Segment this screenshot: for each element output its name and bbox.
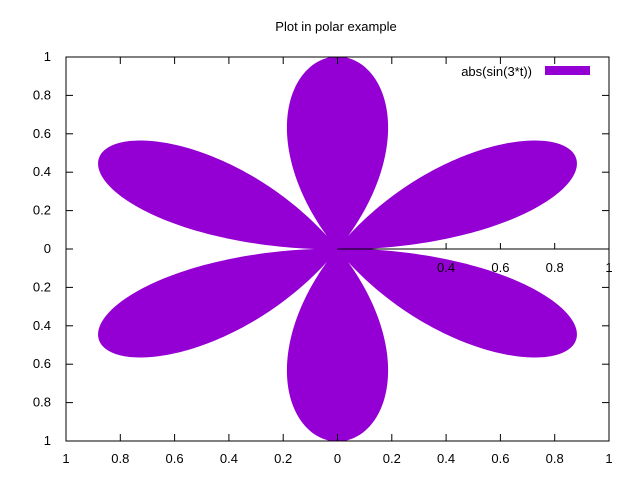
y-tick-label: 0.2	[33, 203, 51, 218]
x-tick-label: 0.8	[546, 451, 564, 466]
y-tick-label: 1	[44, 433, 51, 448]
x-tick-labels: 1 0.8 0.6 0.4 0.2 0 0.2 0.4 0.6 0.8 1	[62, 451, 612, 466]
legend: abs(sin(3*t))	[461, 64, 590, 79]
y-tick-label: 0.2	[33, 279, 51, 294]
y-tick-label: 0.8	[33, 395, 51, 410]
y-tick-label: 0.6	[33, 126, 51, 141]
center-axis-tick-label: 0.6	[491, 260, 509, 275]
x-tick-label: 1	[62, 451, 69, 466]
chart-title: Plot in polar example	[275, 19, 396, 34]
x-tick-label: 1	[605, 451, 612, 466]
legend-label: abs(sin(3*t))	[461, 64, 532, 79]
y-tick-label: 0.4	[33, 164, 51, 179]
x-tick-label: 0	[334, 451, 341, 466]
x-tick-label: 0.6	[166, 451, 184, 466]
y-tick-label: 0.8	[33, 87, 51, 102]
x-tick-label: 0.2	[274, 451, 292, 466]
y-tick-label: 1	[44, 49, 51, 64]
tick-marks	[65, 56, 610, 442]
center-axis-tick-label: 0.8	[546, 260, 564, 275]
y-tick-labels: 1 0.8 0.6 0.4 0.2 0 0.2 0.4 0.6 0.8 1	[33, 49, 51, 448]
legend-swatch	[545, 66, 590, 75]
center-axis-tick-label: 1	[605, 260, 612, 275]
y-tick-label: 0.4	[33, 318, 51, 333]
x-tick-label: 0.2	[383, 451, 401, 466]
x-tick-label: 0.4	[437, 451, 455, 466]
center-axis-tick-labels: 0.4 0.6 0.8 1	[437, 260, 613, 275]
center-axis-tick-label: 0.4	[437, 260, 455, 275]
y-tick-label: 0.6	[33, 356, 51, 371]
x-tick-label: 0.8	[111, 451, 129, 466]
x-tick-label: 0.4	[220, 451, 238, 466]
y-tick-label: 0	[44, 241, 51, 256]
x-tick-label: 0.6	[491, 451, 509, 466]
